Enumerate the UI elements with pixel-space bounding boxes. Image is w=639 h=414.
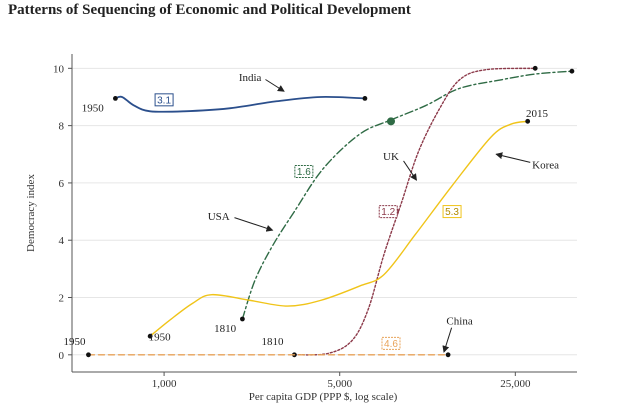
growth-rate-box-uk — [378, 205, 398, 219]
series-endpoint-china — [86, 352, 91, 358]
plot-area — [72, 54, 577, 372]
x-tick-label: 1,000 — [152, 378, 177, 390]
series-endpoint-china — [445, 352, 451, 358]
y-tick-label: 8 — [59, 121, 65, 133]
annotation-india-india: India — [239, 72, 262, 84]
y-tick-label: 4 — [59, 235, 65, 247]
annotation-arrow-uk — [403, 160, 417, 181]
growth-rate-box-india — [154, 93, 174, 107]
x-axis-label: Per capita GDP (PPP $, log scale) — [249, 391, 398, 403]
annotation-korea-2015: 2015 — [526, 108, 549, 120]
y-tick-label: 10 — [53, 63, 65, 75]
y-tick-label: 2 — [59, 293, 65, 305]
axes: Per capita GDP (PPP $, log scale) Democr… — [25, 54, 577, 403]
series-line-korea — [149, 120, 529, 337]
x-tick-label: 25,000 — [500, 378, 531, 390]
growth-rate-label-usa: 1.6 — [297, 167, 311, 178]
y-tick-label: 0 — [59, 350, 65, 362]
series-endpoint-uk — [532, 65, 538, 71]
series-highlight-point-usa — [386, 117, 395, 126]
y-axis-label: Democracy index — [25, 174, 37, 252]
series-endpoint-india — [112, 96, 118, 101]
y-tick-label: 6 — [59, 178, 65, 190]
annotation-uk-uk: UK — [383, 151, 399, 163]
annotation-china-china: China — [446, 316, 472, 328]
series-endpoint-india — [362, 96, 368, 101]
series-line-india — [114, 95, 366, 113]
growth-rate-label-korea: 5.3 — [445, 207, 459, 218]
annotation-india-1950: 1950 — [82, 102, 105, 114]
growth-rate-box-china — [381, 336, 401, 350]
series-line-usa — [241, 70, 573, 320]
annotation-usa-usa: USA — [208, 211, 230, 223]
annotation-china-1950: 1950 — [64, 336, 87, 348]
annotation-korea-1950: 1950 — [149, 331, 172, 343]
chart-title: Patterns of Sequencing of Economic and P… — [8, 2, 411, 18]
annotations: 1950 India USA 1810 UK 1810 Korea 2015 1950 China… — [64, 72, 559, 353]
annotation-arrow-india — [265, 79, 285, 92]
series-endpoint-usa — [240, 316, 245, 322]
annotation-arrow-usa — [234, 217, 274, 232]
growth-rate-box-korea — [442, 205, 462, 219]
growth-rate-label-uk: 1.2 — [381, 207, 395, 218]
series-endpoint-korea — [147, 333, 153, 339]
series-endpoint-usa — [569, 68, 575, 74]
annotation-arrow-china — [442, 327, 453, 353]
annotation-korea-korea: Korea — [532, 160, 559, 172]
annotation-usa-1810: 1810 — [214, 323, 237, 335]
growth-rate-box-usa — [294, 164, 314, 178]
growth-rate-label-china: 4.6 — [384, 339, 398, 350]
series-endpoint-korea — [525, 118, 531, 124]
series: 3.1 1.6 1.2 5.3 4.6 — [86, 65, 575, 358]
annotation-arrow-korea — [495, 152, 531, 163]
growth-rate-label-india: 3.1 — [157, 95, 171, 106]
series-line-uk — [293, 67, 536, 356]
x-tick-label: 5,000 — [327, 378, 352, 390]
annotation-uk-1810: 1810 — [261, 336, 284, 348]
